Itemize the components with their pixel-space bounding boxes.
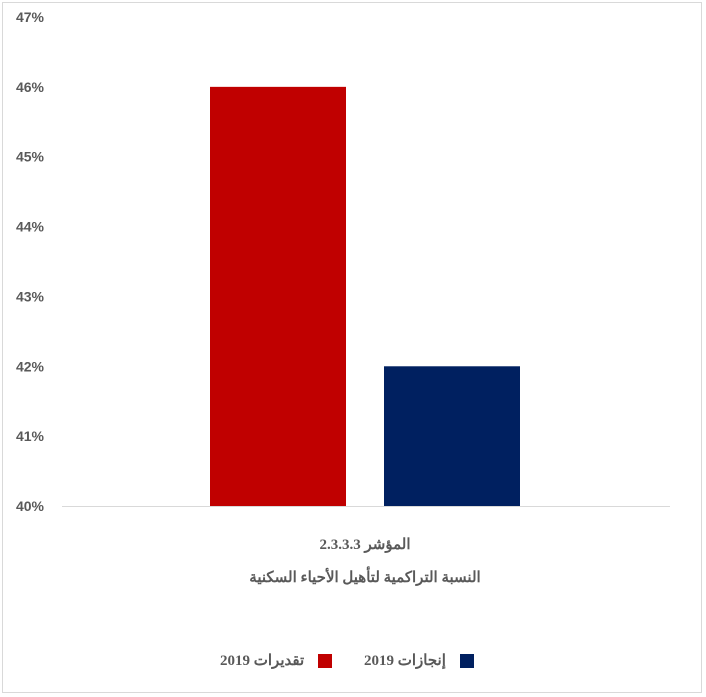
legend-label-achievements: إنجازات 2019 bbox=[364, 653, 446, 669]
legend-item-achievements: إنجازات 2019 bbox=[364, 651, 474, 670]
y-tick-label: 42% bbox=[16, 358, 45, 374]
legend: تقديرات 2019 إنجازات 2019 bbox=[0, 651, 706, 673]
y-tick-label: 47% bbox=[16, 9, 45, 25]
category-label-line1: المؤشر 2.3.3.3 bbox=[319, 537, 411, 553]
y-tick-label: 45% bbox=[16, 149, 45, 165]
bar-estimates-2019 bbox=[210, 86, 346, 506]
legend-label-estimates: تقديرات 2019 bbox=[220, 653, 305, 669]
y-tick-label: 43% bbox=[16, 288, 45, 304]
category-label-line2: النسبة التراكمية لتأهيل الأحياء السكنية bbox=[249, 570, 481, 586]
legend-swatch-achievements bbox=[459, 653, 474, 668]
y-tick-label: 46% bbox=[16, 79, 45, 95]
bar-achievements-2019 bbox=[384, 366, 520, 506]
y-tick-label: 44% bbox=[16, 219, 45, 235]
y-tick-label: 40% bbox=[16, 498, 45, 514]
legend-item-estimates: تقديرات 2019 bbox=[220, 651, 333, 670]
y-tick-label: 41% bbox=[16, 428, 45, 444]
legend-swatch-estimates bbox=[318, 653, 333, 668]
